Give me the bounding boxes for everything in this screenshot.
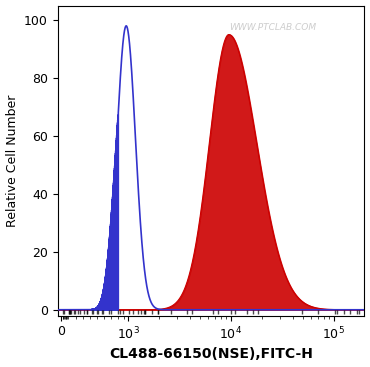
- X-axis label: CL488-66150(NSE),FITC-H: CL488-66150(NSE),FITC-H: [109, 348, 313, 361]
- Y-axis label: Relative Cell Number: Relative Cell Number: [6, 94, 18, 227]
- Text: WWW.PTCLAB.COM: WWW.PTCLAB.COM: [229, 23, 316, 32]
